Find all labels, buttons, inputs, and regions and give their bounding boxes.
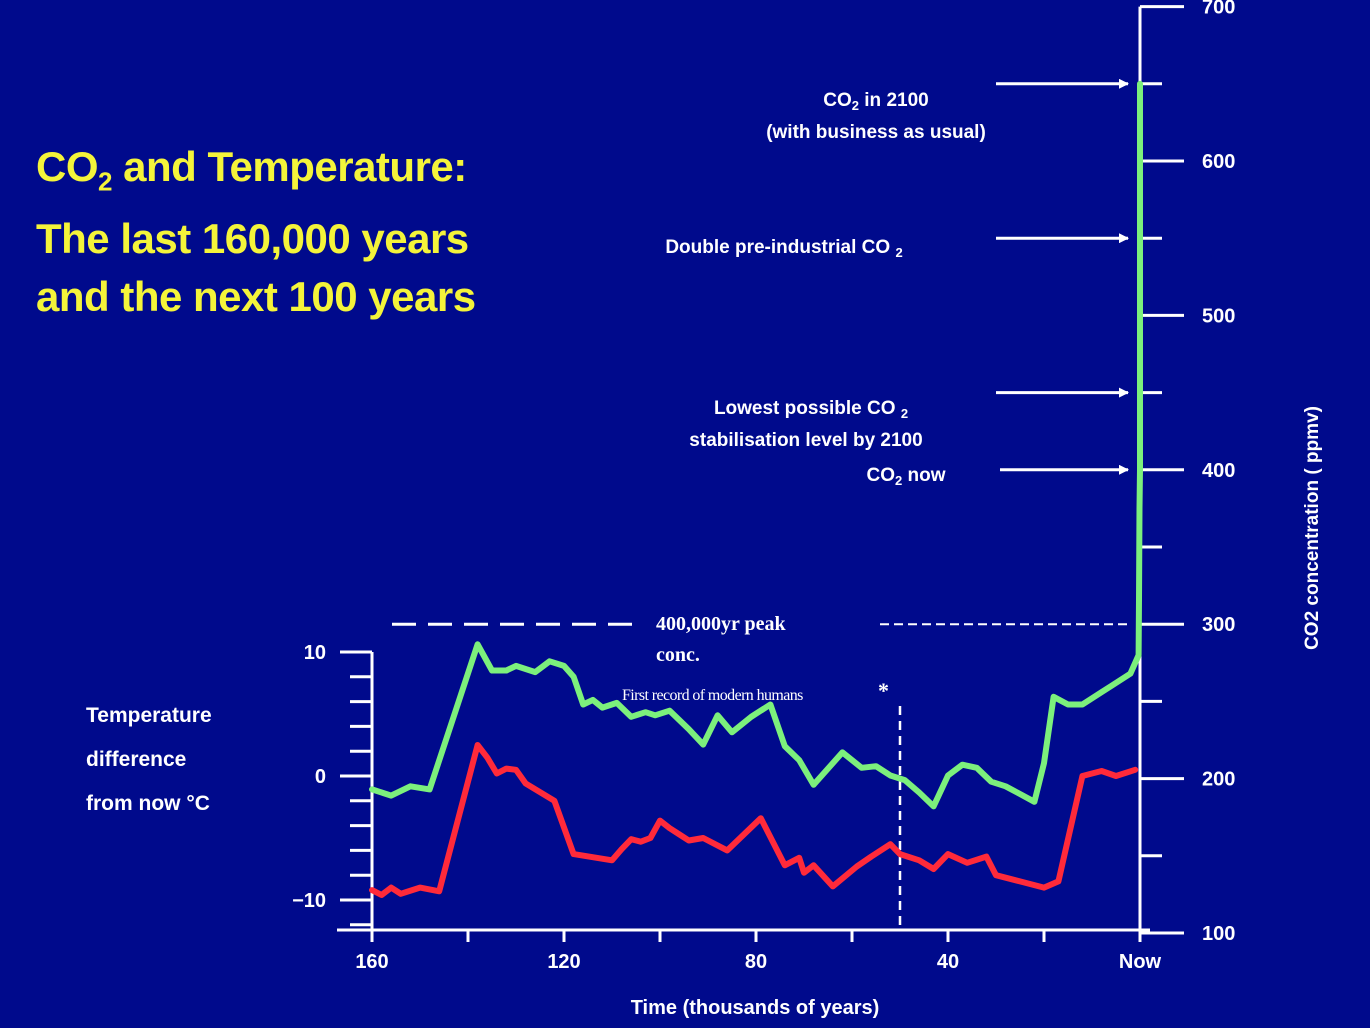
series-group bbox=[369, 80, 1143, 898]
temperature-label-line-1: Temperature bbox=[86, 704, 212, 727]
co2-axis-title: CO2 concentration ( ppmv) bbox=[1302, 406, 1323, 650]
time-tick-label: Now bbox=[1119, 951, 1162, 973]
title-line-3: and the next 100 years bbox=[36, 273, 476, 321]
reference-group bbox=[392, 622, 1130, 925]
time-tick-label: 80 bbox=[745, 951, 767, 973]
title-suffix-text: and Temperature: bbox=[111, 143, 467, 190]
co2-tick-label: 100 bbox=[1202, 923, 1235, 945]
annotation-asterisk: * bbox=[878, 678, 889, 703]
co2-tick-label: 600 bbox=[1202, 151, 1235, 173]
temperature-tick-label: −10 bbox=[292, 890, 326, 912]
slide-title: CO2 and Temperature: The last 160,000 ye… bbox=[36, 138, 476, 326]
annotation-lowest-line1: Lowest possible CO 2 bbox=[714, 398, 908, 421]
co2-tick-label: 200 bbox=[1202, 769, 1235, 791]
annotation-double-preindustrial: Double pre-industrial CO 2 bbox=[665, 237, 902, 260]
temperature-label-line-3: from now °C bbox=[86, 792, 210, 815]
co2-tick-label: 500 bbox=[1202, 305, 1235, 327]
temperature-axis-label: Temperature difference from now °C bbox=[86, 694, 212, 826]
title-co-text: CO bbox=[36, 143, 99, 190]
time-tick-label: 120 bbox=[547, 951, 580, 973]
annotation-peak-line1: 400,000yr peak bbox=[656, 613, 787, 635]
annotation-group: CO2 in 2100 (with business as usual) Dou… bbox=[622, 78, 1129, 704]
title-subscript: 2 bbox=[98, 166, 112, 197]
title-line-2: The last 160,000 years bbox=[36, 215, 469, 263]
co2-tick-label: 700 bbox=[1202, 0, 1235, 19]
title-line-1: CO2 and Temperature: bbox=[36, 138, 476, 210]
time-axis-title: Time (thousands of years) bbox=[631, 997, 880, 1019]
temperature-tick-label: 0 bbox=[315, 766, 326, 788]
annotation-co2-2100-line2: (with business as usual) bbox=[766, 122, 986, 143]
annotation-co2-now: CO2 now bbox=[866, 465, 945, 488]
co2-tick-label: 400 bbox=[1202, 460, 1235, 482]
co2-tick-label: 300 bbox=[1202, 614, 1235, 636]
annotation-peak-line2: conc. bbox=[656, 644, 700, 666]
temperature-series-line bbox=[369, 742, 1139, 898]
temperature-label-line-2: difference bbox=[86, 748, 187, 771]
co2-series-line bbox=[369, 80, 1143, 810]
time-tick-label: 40 bbox=[937, 951, 959, 973]
annotation-co2-2100-line1: CO2 in 2100 bbox=[823, 90, 928, 113]
annotation-modern-humans: First record of modern humans bbox=[622, 687, 803, 704]
annotation-lowest-line2: stabilisation level by 2100 bbox=[689, 430, 922, 451]
temperature-tick-label: 10 bbox=[304, 642, 326, 664]
time-tick-label: 160 bbox=[355, 951, 388, 973]
